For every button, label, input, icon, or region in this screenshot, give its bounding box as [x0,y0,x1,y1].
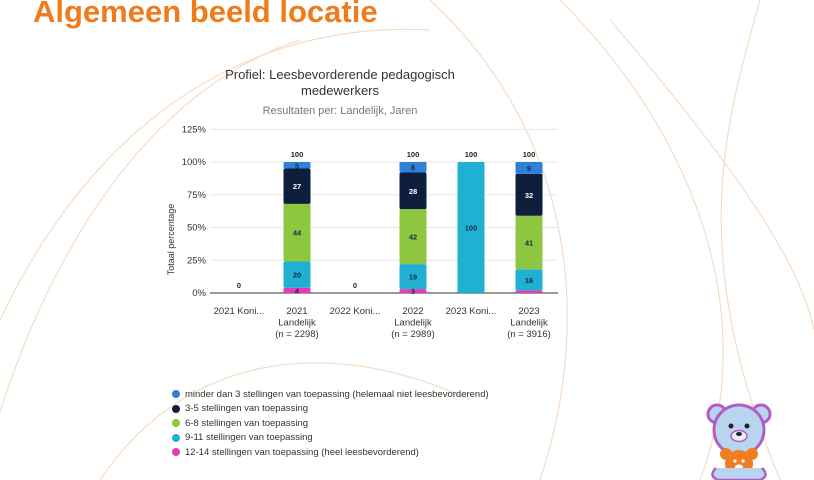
legend-item[interactable]: 6-8 stellingen van toepassing [172,416,489,431]
data-label: 32 [525,191,533,200]
data-label: 3 [411,287,415,296]
y-tick-label: 50% [187,223,207,234]
x-tick-label: Landelijk [510,318,548,329]
data-label: 28 [409,187,417,196]
bar-segment [515,162,543,174]
legend-label: 9-11 stellingen van toepassing [185,432,313,444]
data-label: 5 [295,161,299,170]
y-axis-label: Totaal percentage [166,204,176,276]
data-label: 41 [525,239,533,248]
data-label: 27 [293,182,301,191]
legend-swatch [172,433,180,442]
total-label: 100 [523,150,536,159]
bar-segment [399,289,427,293]
legend-item[interactable]: 3-5 stellingen van toepassing [172,402,489,417]
bar-segment [515,290,543,293]
data-label: 19 [409,273,417,282]
data-label: 4 [295,286,300,295]
page-title: Algemeen beeld locatie [33,0,378,29]
chart-subtitle: Resultaten per: Landelijk, Jaren [262,105,418,117]
bar-segment [399,172,427,210]
bar-segment [515,215,543,270]
data-label: 100 [465,224,478,233]
data-label: 9 [527,164,531,173]
data-label: 8 [411,163,415,172]
bar-segment [283,162,311,169]
bar-segment [515,269,543,291]
data-label: 16 [525,276,533,285]
data-label: 44 [293,229,302,238]
legend-label: 12-14 stellingen van toepassing (heel le… [185,446,419,458]
x-tick-label: 2023 [518,306,539,317]
legend-item[interactable]: 9-11 stellingen van toepassing [172,431,489,446]
data-label: 42 [409,233,417,242]
x-tick-label: (n = 2298) [275,329,319,340]
stacked-bar-chart: 0%25%50%75%100%125%Totaal percentage0202… [166,124,558,340]
y-tick-label: 125% [182,124,207,135]
legend-item[interactable]: 12-14 stellingen van toepassing (heel le… [172,445,489,460]
y-tick-label: 0% [192,288,206,299]
total-label: 100 [407,150,420,159]
legend-swatch [172,404,180,413]
bar-segment [283,168,311,204]
bar-segment [283,203,311,262]
x-tick-label: 2023 Koni... [446,306,497,317]
x-tick-label: Landelijk [278,318,316,329]
bar-segment [515,173,543,216]
total-label: 100 [465,150,478,159]
legend-label: 3-5 stellingen van toepassing [185,403,309,415]
y-tick-label: 75% [187,190,207,201]
x-tick-label: 2022 [402,306,423,317]
x-tick-label: (n = 3916) [507,329,551,340]
x-tick-label: 2021 [286,306,307,317]
bar-segment [399,264,427,290]
legend-label: minder dan 3 stellingen van toepassing (… [185,388,489,400]
legend-label: 6-8 stellingen van toepassing [185,417,309,429]
legend-item[interactable]: minder dan 3 stellingen van toepassing (… [172,387,489,402]
legend-swatch [172,390,180,399]
bar-segment [457,162,485,293]
total-label: 100 [291,150,304,159]
data-label: 20 [293,271,301,280]
legend-swatch [172,448,180,457]
chart-title: Profiel: Leesbevorderende pedagogisch me… [225,67,455,98]
y-tick-label: 25% [187,255,207,266]
x-tick-label: Landelijk [394,318,432,329]
legend-swatch [172,419,180,428]
bar-segment [283,261,311,288]
x-tick-label: 2022 Koni... [330,306,381,317]
bar-segment [399,162,427,173]
x-tick-label: (n = 2989) [391,329,435,340]
x-tick-label: 2021 Koni... [214,306,265,317]
total-label: 0 [237,281,241,290]
bar-segment [283,287,311,293]
chart-legend: minder dan 3 stellingen van toepassing (… [172,387,489,460]
total-label: 0 [353,281,357,290]
y-tick-label: 100% [182,157,207,168]
teddy-bear-logo [706,403,772,480]
bar-segment [399,209,427,265]
